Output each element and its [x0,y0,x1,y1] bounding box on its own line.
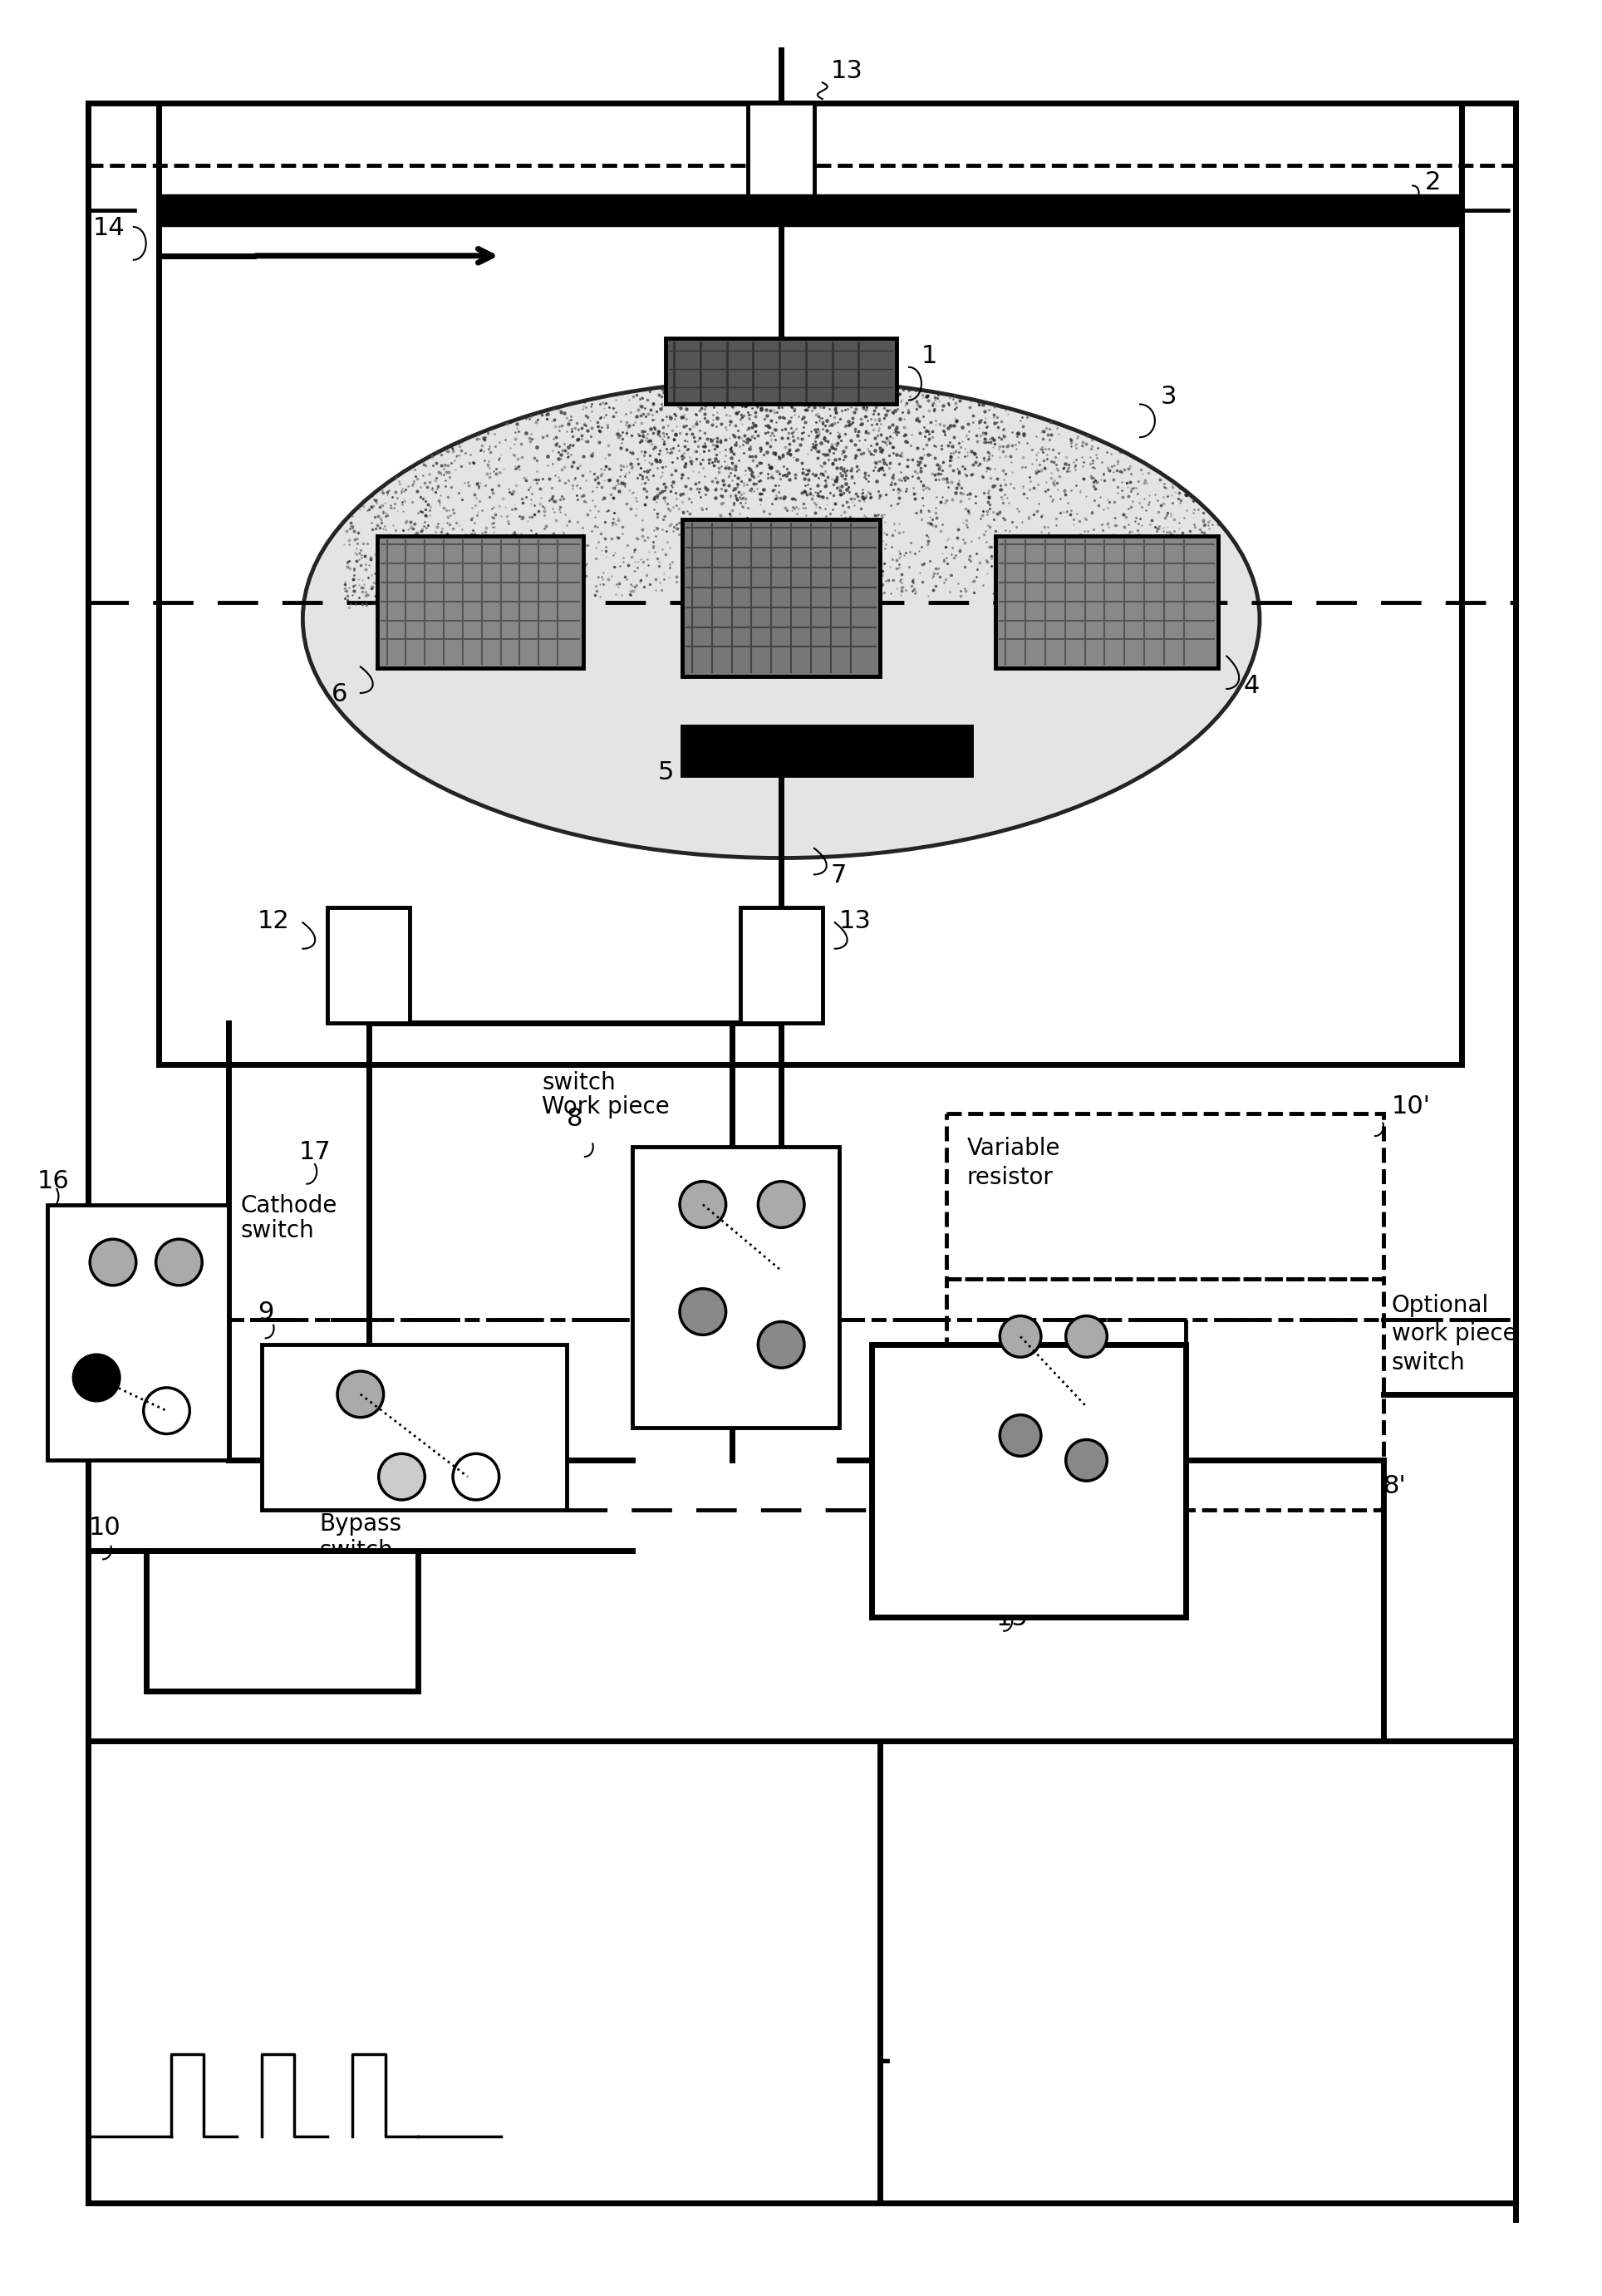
Circle shape [758,1322,804,1368]
Text: 10: 10 [88,1515,120,1541]
Bar [748,103,814,211]
Circle shape [338,1371,383,1417]
Text: and: and [892,1401,936,1424]
Circle shape [1065,1440,1107,1481]
Circle shape [453,1453,500,1499]
Text: 17: 17 [298,1141,332,1164]
Text: 14: 14 [93,216,125,241]
Text: 4: 4 [1243,675,1259,698]
Bar [682,726,971,776]
Circle shape [74,1355,120,1401]
Circle shape [1000,1414,1041,1456]
Text: switch: switch [1392,1352,1466,1375]
Circle shape [1065,1316,1107,1357]
Circle shape [378,1453,425,1499]
Text: Work piece: Work piece [541,1095,670,1118]
Circle shape [155,1240,202,1286]
Circle shape [679,1182,726,1228]
Text: resistor: resistor [968,1166,1053,1189]
Text: −: − [114,2034,162,2089]
Bar [88,1740,879,2202]
Bar [947,1114,1384,1279]
Text: 8: 8 [567,1107,583,1132]
Bar [376,537,583,668]
Text: 5: 5 [657,760,673,785]
Bar [666,338,897,404]
Text: 8': 8' [1384,1474,1407,1499]
Text: Variable: Variable [968,1137,1061,1159]
Ellipse shape [303,379,1259,859]
Bar [159,103,1461,1065]
Bar [947,1279,1384,1511]
Text: +: + [847,2034,896,2089]
Bar [46,1205,229,1460]
Text: Bypass: Bypass [319,1513,402,1536]
Bar [996,537,1219,668]
Text: 15: 15 [996,1607,1028,1630]
Bar [327,907,410,1024]
Text: having capacitor as: having capacitor as [348,1864,620,1892]
Text: 1: 1 [921,344,937,367]
Circle shape [90,1240,136,1286]
Bar [261,1345,567,1511]
Bar [740,907,822,1024]
Text: 13: 13 [831,60,863,83]
Text: 13: 13 [839,909,871,932]
Text: switch: switch [541,1070,615,1093]
Bar [871,1345,1185,1616]
Text: ing unit: ing unit [892,1467,980,1490]
Text: Pulsed generator: Pulsed generator [338,1814,631,1841]
Circle shape [1000,1316,1041,1357]
Bar [159,195,1461,225]
Text: 2: 2 [1424,170,1440,195]
Text: 9: 9 [258,1302,274,1325]
Text: switch: switch [240,1219,314,1242]
Text: Optional: Optional [1392,1293,1490,1316]
Circle shape [144,1387,189,1435]
Bar [633,1146,839,1428]
Text: 10': 10' [1392,1095,1431,1118]
Text: switch: switch [319,1538,392,1564]
Text: 11: 11 [847,1809,879,1832]
Text: 16: 16 [37,1169,69,1194]
Bar [88,165,1515,1320]
Circle shape [758,1182,804,1228]
Text: resistor: resistor [167,1605,253,1628]
Circle shape [679,1288,726,1334]
Bar [146,1552,418,1692]
Text: work piece: work piece [1392,1322,1517,1345]
Text: 3: 3 [1161,386,1177,409]
Text: 6: 6 [332,682,348,707]
Text: Variable: Variable [167,1575,260,1598]
Text: Cathode: Cathode [240,1194,338,1217]
Bar [682,519,879,677]
Text: energy source: energy source [386,1908,583,1936]
Text: 7: 7 [831,863,847,889]
Text: 12: 12 [258,909,290,932]
Text: Control: Control [892,1368,976,1391]
Text: monitor-: monitor- [892,1433,990,1458]
